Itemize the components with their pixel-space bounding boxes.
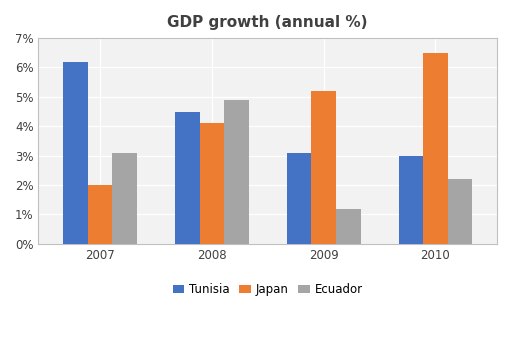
Legend: Tunisia, Japan, Ecuador: Tunisia, Japan, Ecuador <box>168 278 368 301</box>
Bar <box>63 62 88 244</box>
Bar <box>398 156 423 244</box>
Bar <box>287 153 311 244</box>
Bar <box>311 91 336 244</box>
Bar <box>175 111 200 244</box>
Bar <box>423 53 448 244</box>
Title: GDP growth (annual %): GDP growth (annual %) <box>167 15 368 30</box>
Bar <box>200 123 224 244</box>
Bar <box>112 153 137 244</box>
Bar <box>448 179 473 244</box>
Bar <box>224 100 249 244</box>
Bar <box>88 185 112 244</box>
Bar <box>336 208 360 244</box>
